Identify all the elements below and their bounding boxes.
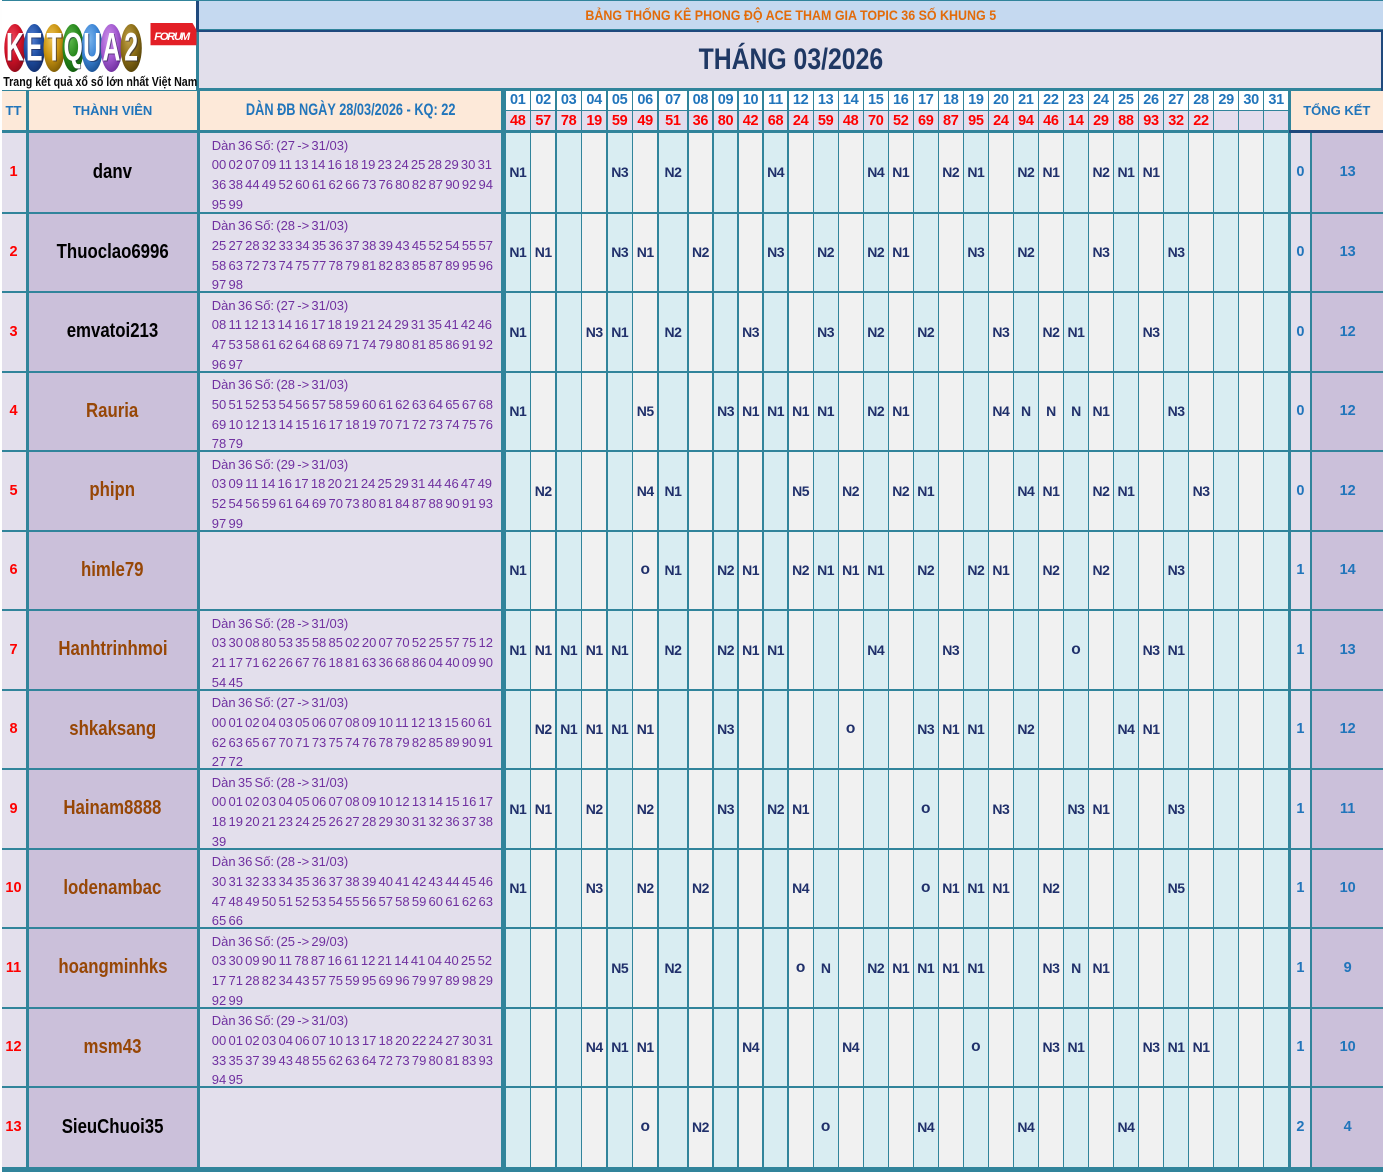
svg-text:A: A: [103, 27, 121, 71]
svg-text:Q: Q: [63, 26, 82, 70]
svg-text:2: 2: [124, 26, 138, 70]
svg-text:U: U: [84, 27, 102, 71]
svg-text:T: T: [47, 27, 62, 71]
svg-text:T: T: [46, 26, 61, 70]
svg-text:E: E: [26, 26, 43, 70]
svg-text:2: 2: [125, 27, 139, 71]
svg-text:U: U: [83, 26, 101, 70]
svg-text:E: E: [27, 27, 44, 71]
svg-text:FORUM: FORUM: [154, 32, 191, 44]
svg-text:A: A: [102, 26, 120, 70]
svg-text:K: K: [7, 27, 25, 71]
svg-text:Q: Q: [64, 27, 83, 71]
svg-text:K: K: [5, 26, 23, 70]
